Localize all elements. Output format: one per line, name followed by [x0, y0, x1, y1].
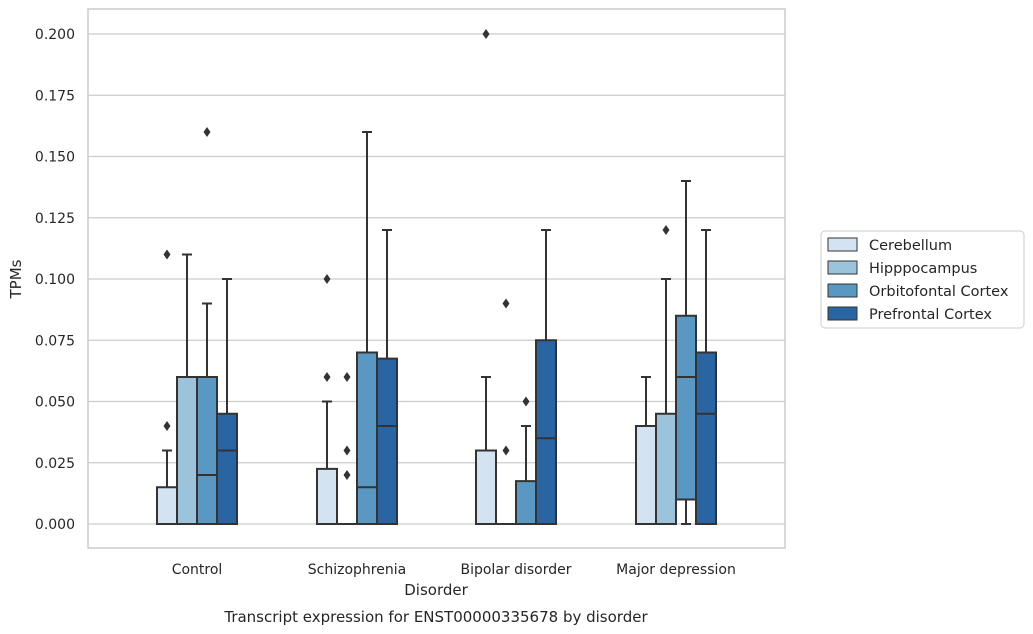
- iqr-box: [515, 480, 537, 525]
- box-orbitofontal-cortex-1: [356, 131, 378, 525]
- outlier-point: [343, 470, 351, 480]
- x-axis-label: Disorder: [404, 581, 468, 599]
- iqr-box: [635, 425, 657, 525]
- box-hipppocampus-1: [337, 372, 357, 525]
- box-cerebellum-0: [156, 249, 178, 525]
- x-axis-ticks: Control Schizophrenia Bipolar disorder Majo…: [172, 562, 736, 578]
- y-tick-label: 0.175: [35, 88, 75, 104]
- outlier-point: [482, 29, 490, 39]
- outlier-point: [502, 298, 510, 309]
- x-tick-label: Major depression: [616, 562, 736, 578]
- legend: Cerebellum Hipppocampus Orbitofontal Corte…: [820, 230, 1025, 329]
- box-cerebellum-1: [316, 274, 338, 525]
- iqr-box: [376, 357, 398, 525]
- box-hipppocampus-3: [655, 225, 677, 525]
- x-tick-label: Bipolar disorder: [460, 562, 571, 578]
- box-orbitofontal-cortex-0: [196, 127, 218, 525]
- box-prefrontal-cortex-3: [695, 229, 717, 525]
- boxes: [156, 29, 717, 525]
- box-cerebellum-3: [635, 376, 657, 525]
- outlier-point: [662, 225, 670, 235]
- box-prefrontal-cortex-2: [535, 229, 557, 525]
- y-tick-label: 0.125: [35, 211, 75, 227]
- legend-swatch: [827, 306, 858, 321]
- y-tick-label: 0.100: [35, 272, 75, 288]
- outlier-point: [343, 372, 351, 382]
- y-tick-label: 0.050: [35, 395, 75, 411]
- box-orbitofontal-cortex-3: [675, 180, 697, 525]
- y-axis-label: TPMs: [7, 259, 25, 299]
- legend-label: Orbitofontal Cortex: [869, 284, 1009, 300]
- box-cerebellum-2: [475, 29, 497, 525]
- iqr-box: [356, 351, 378, 525]
- y-tick-label: 0.025: [35, 456, 75, 472]
- outlier-point: [323, 372, 331, 382]
- iqr-box: [675, 314, 697, 501]
- legend-frame: [820, 230, 1025, 329]
- y-tick-label: 0.200: [35, 27, 75, 43]
- outlier-point: [163, 249, 171, 260]
- legend-label: Cerebellum: [869, 238, 952, 254]
- iqr-box: [176, 376, 198, 525]
- y-tick-label: 0.150: [35, 150, 75, 166]
- legend-swatch: [827, 237, 858, 252]
- outlier-point: [323, 274, 331, 284]
- plot-area-frame: [87, 8, 786, 549]
- iqr-box: [695, 351, 717, 525]
- chart-title: Transcript expression for ENST0000033567…: [223, 608, 648, 626]
- box-hipppocampus-0: [176, 253, 198, 525]
- x-tick-label: Control: [172, 562, 223, 578]
- x-tick-label: Schizophrenia: [308, 562, 406, 578]
- iqr-box: [196, 376, 218, 525]
- legend-label: Hipppocampus: [869, 261, 977, 277]
- outlier-point: [163, 421, 171, 431]
- iqr-box: [216, 412, 238, 525]
- y-tick-label: 0.000: [35, 517, 75, 533]
- outlier-point: [522, 396, 530, 407]
- y-tick-label: 0.075: [35, 333, 75, 349]
- iqr-box: [156, 486, 178, 525]
- box-prefrontal-cortex-0: [216, 278, 238, 525]
- box-prefrontal-cortex-1: [376, 229, 398, 525]
- iqr-box: [535, 339, 557, 525]
- iqr-box: [316, 467, 338, 525]
- legend-swatch: [827, 260, 858, 275]
- iqr-box: [475, 449, 497, 525]
- y-axis-ticks: 0.000 0.025 0.050 0.075 0.100 0.125 0.150 0.175…: [35, 27, 75, 533]
- outlier-point: [203, 127, 211, 137]
- box-hipppocampus-2: [496, 298, 516, 525]
- outlier-point: [502, 445, 510, 456]
- legend-label: Prefrontal Cortex: [869, 307, 992, 323]
- iqr-box: [655, 412, 677, 525]
- box-orbitofontal-cortex-2: [515, 396, 537, 525]
- legend-swatch: [827, 283, 858, 298]
- outlier-point: [343, 445, 351, 456]
